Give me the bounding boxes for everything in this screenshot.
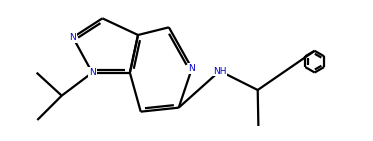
Text: NH: NH bbox=[213, 67, 226, 75]
Text: N: N bbox=[188, 64, 195, 73]
Text: N: N bbox=[69, 33, 76, 42]
Text: N: N bbox=[89, 68, 95, 77]
